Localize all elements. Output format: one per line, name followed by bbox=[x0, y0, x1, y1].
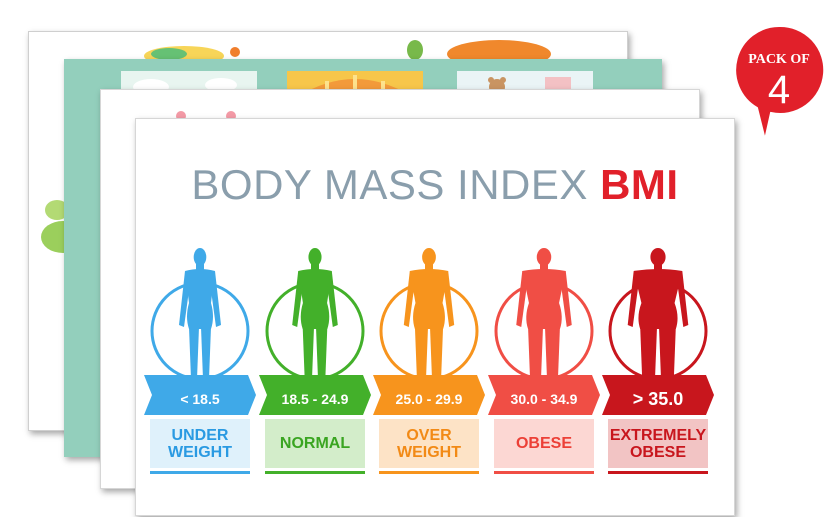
bmi-category-label: UNDER WEIGHT bbox=[150, 419, 250, 468]
category-underline bbox=[150, 471, 250, 474]
category-underline bbox=[494, 471, 594, 474]
bmi-category-obese: 30.0 - 34.9 OBESE bbox=[488, 241, 600, 481]
bmi-category-label: NORMAL bbox=[265, 419, 365, 468]
category-underline bbox=[608, 471, 708, 474]
bmi-category-extremely-obese: > 35.0 EXTREMELY OBESE bbox=[602, 241, 714, 481]
title-main: BODY MASS INDEX bbox=[191, 161, 588, 208]
body-silhouette-icon bbox=[488, 248, 600, 415]
bmi-category-underweight: < 18.5 UNDER WEIGHT bbox=[144, 241, 256, 481]
bmi-category-label: OVER WEIGHT bbox=[379, 419, 479, 468]
body-silhouette-icon bbox=[373, 248, 485, 415]
speech-bubble-icon bbox=[734, 24, 826, 141]
bmi-poster: BODY MASS INDEX BMI < 18.5 UNDER WEIGHT 1… bbox=[135, 118, 735, 516]
body-silhouette-icon bbox=[144, 248, 256, 415]
body-silhouette-icon bbox=[602, 248, 714, 415]
category-underline bbox=[265, 471, 365, 474]
bmi-range-label: 25.0 - 29.9 bbox=[395, 391, 463, 407]
badge-text: PACK OF bbox=[748, 52, 810, 67]
bmi-range-label: 30.0 - 34.9 bbox=[510, 391, 578, 407]
badge-number: 4 bbox=[767, 68, 791, 112]
category-underline bbox=[379, 471, 479, 474]
bmi-category-normal: 18.5 - 24.9 NORMAL bbox=[259, 241, 371, 481]
body-silhouette-icon bbox=[259, 248, 371, 415]
bmi-range-label: < 18.5 bbox=[180, 391, 220, 407]
pack-badge: PACK OF 4 bbox=[731, 22, 827, 144]
title-accent: BMI bbox=[600, 161, 679, 208]
poster-title: BODY MASS INDEX BMI bbox=[136, 161, 734, 209]
bmi-range-label: 18.5 - 24.9 bbox=[281, 391, 349, 407]
bmi-category-label: EXTREMELY OBESE bbox=[608, 419, 708, 468]
bmi-category-overweight: 25.0 - 29.9 OVER WEIGHT bbox=[373, 241, 485, 481]
bmi-category-label: OBESE bbox=[494, 419, 594, 468]
bmi-range-label: > 35.0 bbox=[632, 389, 684, 409]
